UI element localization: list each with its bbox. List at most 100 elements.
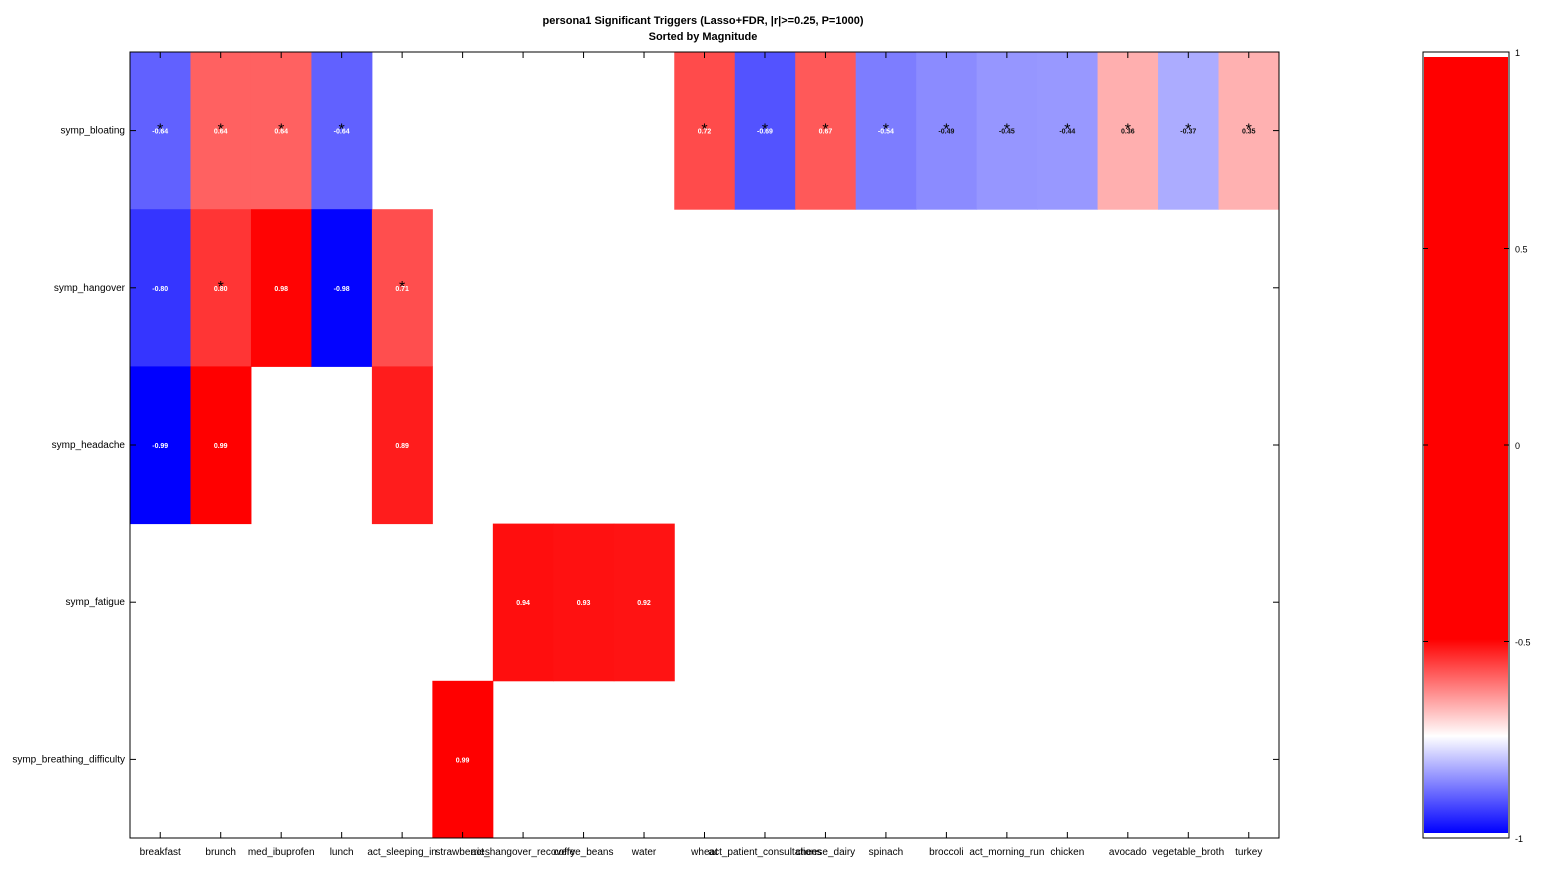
x-tick-label: spinach [869, 847, 903, 858]
y-tick-label: symp_headache [52, 440, 126, 451]
heatmap-cell [976, 52, 1038, 210]
x-tick-label: lunch [330, 847, 354, 858]
x-tick-label: water [631, 847, 657, 858]
cell-value-label: -0.99 [152, 443, 168, 450]
colorbar-tick-label: 0.5 [1515, 245, 1528, 255]
significance-marker: * [1185, 122, 1191, 139]
cell-value-label: -0.54 [878, 129, 894, 136]
x-tick-label: breakfast [140, 847, 181, 858]
heatmap-cell [250, 52, 312, 210]
cell-value-label: 0.64 [214, 129, 228, 136]
heatmap-cell [130, 52, 191, 210]
significance-marker: * [1125, 122, 1131, 139]
heatmap-cell [190, 366, 252, 525]
x-tick-label: strawberries [435, 847, 489, 858]
cell-value-label: 0.99 [214, 443, 228, 450]
cell-value-label: 0.36 [1121, 129, 1135, 136]
x-tick-label: brunch [205, 847, 236, 858]
cell-value-label: -0.64 [334, 129, 350, 136]
cell-value-label: 0.92 [637, 600, 651, 607]
heatmap-cell [250, 209, 312, 367]
heatmap-cell [371, 209, 433, 367]
cell-value-label: 0.99 [456, 757, 470, 764]
cell-value-label: -0.49 [938, 129, 954, 136]
cell-value-label: 0.80 [214, 286, 228, 293]
x-tick-label: med_ibuprofen [248, 847, 315, 858]
heatmap-cell [130, 366, 191, 525]
significance-marker: * [218, 122, 224, 139]
x-tick-label: avocado [1109, 847, 1147, 858]
heatmap-cell [492, 523, 554, 682]
y-axis: symp_bloating symp_hangover symp_headaches… [12, 126, 1279, 765]
cell-value-label: -0.45 [999, 129, 1015, 136]
significance-marker: * [822, 122, 828, 139]
heatmap-cells [130, 52, 1280, 839]
cell-value-label: -0.44 [1059, 129, 1075, 136]
significance-marker: * [339, 122, 345, 139]
cell-value-label: 0.89 [395, 443, 409, 450]
significance-marker: * [943, 122, 949, 139]
significance-marker: * [1246, 122, 1252, 139]
heatmap-cell [311, 209, 373, 367]
heatmap-cell [1037, 52, 1099, 210]
x-tick-label: coffee_beans [554, 847, 614, 858]
colorbar-tick-label: -0.5 [1515, 638, 1531, 648]
x-tick-label: vegetable_broth [1152, 847, 1224, 858]
cell-value-label: 0.94 [516, 600, 530, 607]
cell-value-label: 0.35 [1242, 129, 1256, 136]
heatmap-cell [371, 366, 433, 525]
cell-value-label: 0.64 [274, 129, 288, 136]
x-tick-label: act_hangover_recovery [471, 847, 576, 858]
cell-value-label: 0.93 [577, 600, 591, 607]
heatmap-cell-labels: *-0.64 *0.64 *0.64 *-0.64 *0.72 *-0.69 *0.67 *-… [152, 122, 1255, 765]
significance-marker: * [762, 122, 768, 139]
significance-marker: * [399, 279, 405, 296]
heatmap-cell [795, 52, 857, 210]
chart-title: persona1 Significant Triggers (Lasso+FDR… [542, 15, 863, 27]
y-tick-label: symp_bloating [61, 126, 125, 137]
x-tick-label: act_patient_consultations [709, 847, 822, 858]
cell-value-label: 0.98 [274, 286, 288, 293]
y-tick-label: symp_fatigue [66, 597, 126, 608]
cell-value-label: 0.67 [819, 129, 833, 136]
colorbar-tick-label: -1 [1515, 834, 1523, 844]
colorbar-tick-label: 0 [1515, 441, 1520, 451]
significance-marker: * [1004, 122, 1010, 139]
x-tick-label: broccoli [929, 847, 963, 858]
colorbar: 1 0.5 0 -0.5 -1 [1422, 48, 1531, 844]
heatmap-cell [674, 52, 736, 210]
heatmap-cell [613, 523, 675, 682]
heatmap-cell [130, 209, 191, 367]
significance-marker: * [701, 122, 707, 139]
significance-marker: * [883, 122, 889, 139]
cell-value-label: -0.37 [1180, 129, 1196, 136]
colorbar-gradient [1424, 57, 1508, 833]
heatmap-cell [190, 52, 252, 210]
y-tick-label: symp_breathing_difficulty [12, 754, 125, 765]
significance-marker: * [1064, 122, 1070, 139]
heatmap-cell [432, 680, 494, 839]
chart-subtitle: Sorted by Magnitude [649, 31, 758, 43]
colorbar-tick-label: 1 [1515, 48, 1520, 58]
heatmap-cell [734, 52, 796, 210]
cell-value-label: -0.69 [757, 129, 773, 136]
heatmap-cell [916, 52, 978, 210]
heatmap-cell [855, 52, 917, 210]
heatmap-cell [311, 52, 373, 210]
cell-value-label: -0.64 [152, 129, 168, 136]
cell-value-label: -0.80 [152, 286, 168, 293]
x-tick-label: chicken [1050, 847, 1084, 858]
x-axis: breakfast brunch med_ibuprofen lunch act_sle… [140, 52, 1262, 858]
cell-value-label: 0.72 [698, 129, 712, 136]
cell-value-label: 0.71 [395, 286, 409, 293]
x-tick-label: cheese_dairy [796, 847, 855, 858]
x-tick-label: turkey [1235, 847, 1262, 858]
cell-value-label: -0.98 [334, 286, 350, 293]
significance-marker: * [218, 279, 224, 296]
x-tick-label: wheat [690, 847, 718, 858]
significance-marker: * [157, 122, 163, 139]
heatmap-cell [190, 209, 252, 367]
heatmap-cell [1097, 52, 1159, 210]
y-tick-label: symp_hangover [54, 283, 126, 294]
heatmap-cell [1218, 52, 1280, 210]
